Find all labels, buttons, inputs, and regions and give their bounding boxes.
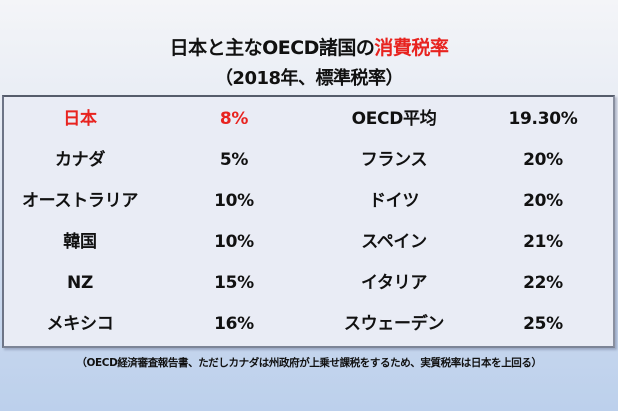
country-name: OECD平均 bbox=[351, 109, 437, 129]
country-name: オーストラリア bbox=[21, 191, 139, 211]
tax-rate: 21% bbox=[523, 232, 563, 252]
title-prefix: 日本と主なOECD諸国の bbox=[169, 37, 375, 59]
tax-rate: 10% bbox=[214, 191, 254, 211]
table-row: NZ 15% イタリア 22% bbox=[4, 263, 613, 303]
page-title: 日本と主なOECD諸国の消費税率 bbox=[0, 33, 618, 60]
country-name: ドイツ bbox=[368, 191, 420, 211]
tax-rate: 22% bbox=[523, 273, 563, 293]
title-accent: 消費税率 bbox=[374, 37, 449, 59]
table-row: 日本 8% OECD平均 19.30% bbox=[4, 99, 613, 139]
tax-rate: 5% bbox=[219, 150, 249, 170]
footnote: （OECD経済審査報告書、ただしカナダは州政府が上乗せ課税をするため、実質税率は… bbox=[76, 357, 542, 369]
tax-rate: 8% bbox=[219, 109, 249, 129]
tax-rate: 15% bbox=[214, 273, 254, 293]
tax-rate: 10% bbox=[214, 232, 254, 252]
country-name: フランス bbox=[360, 150, 428, 170]
table-row: 韓国 10% スペイン 21% bbox=[4, 222, 613, 262]
page-subtitle: （2018年、標準税率） bbox=[214, 68, 404, 89]
tax-rate: 19.30% bbox=[508, 109, 578, 129]
country-name: メキシコ bbox=[46, 314, 114, 334]
country-name: 韓国 bbox=[63, 232, 97, 252]
country-name: イタリア bbox=[360, 273, 428, 293]
country-name: 日本 bbox=[63, 109, 97, 129]
tax-rate: 20% bbox=[523, 191, 563, 211]
table-row: オーストラリア 10% ドイツ 20% bbox=[4, 181, 613, 221]
table-row: メキシコ 16% スウェーデン 25% bbox=[4, 304, 613, 344]
tax-rate: 25% bbox=[523, 314, 563, 334]
tax-rate: 16% bbox=[214, 314, 254, 334]
tax-rate-table: 日本 8% OECD平均 19.30% カナダ 5% フランス 20% オースト… bbox=[2, 95, 615, 348]
tax-rate: 20% bbox=[523, 150, 563, 170]
table-row: カナダ 5% フランス 20% bbox=[4, 140, 613, 180]
country-name: カナダ bbox=[54, 150, 106, 170]
country-name: NZ bbox=[67, 273, 93, 293]
country-name: スペイン bbox=[361, 232, 427, 252]
country-name: スウェーデン bbox=[343, 314, 445, 334]
